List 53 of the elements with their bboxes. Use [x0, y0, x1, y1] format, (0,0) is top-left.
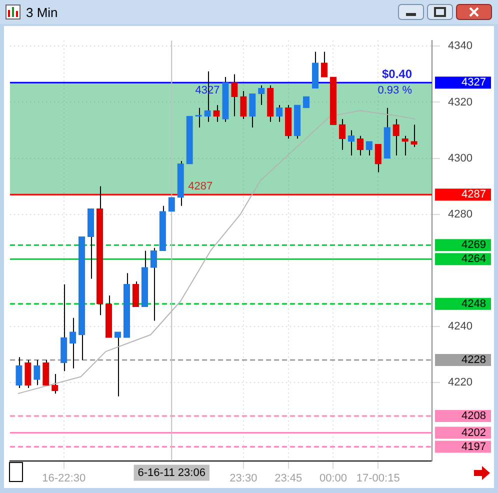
y-tick-label: 4240 [448, 320, 472, 332]
y-tick-label: 4300 [448, 152, 472, 164]
annotation: 4287 [188, 180, 213, 193]
candlestick [276, 104, 283, 122]
ref-line-label: 4208 [462, 410, 486, 422]
candlestick [231, 74, 238, 117]
ref-line-label: 4248 [462, 298, 486, 310]
candlestick [402, 135, 408, 156]
candlestick [70, 317, 76, 369]
ref-line-label: 4287 [462, 188, 486, 201]
candlestick [132, 281, 140, 308]
ref-line-label: 4228 [462, 354, 486, 366]
candlestick [150, 247, 157, 322]
y-tick-label: 4220 [448, 376, 472, 388]
candlestick [213, 104, 220, 122]
y-tick-label: 4320 [448, 96, 472, 108]
candlestick [16, 356, 22, 388]
candlestick [348, 130, 355, 156]
ref-line-label: 4327 [462, 76, 486, 89]
x-tick-label: 00:00 [319, 472, 347, 484]
x-tick-label: 23:45 [274, 472, 302, 484]
annotation: 0.93 % [378, 84, 412, 97]
candlestick [302, 96, 310, 108]
ref-line-label: 4197 [462, 440, 486, 453]
candlestick [312, 51, 319, 89]
chart-title: 3 Min [26, 5, 58, 20]
candlestick [392, 118, 400, 156]
x-tick-label: 17-00:15 [356, 472, 400, 484]
candlestick [338, 118, 346, 150]
ref-line-label: 4264 [462, 253, 486, 266]
candlestick [34, 359, 40, 386]
ref-line-label: 6-16-11 23:06 [138, 466, 206, 479]
candlestick [240, 90, 247, 120]
candlestick [366, 140, 372, 156]
ref-line-label: 4269 [462, 239, 486, 252]
ref-line-label: 4202 [462, 426, 486, 439]
candlestick [42, 359, 50, 386]
candlestick [258, 84, 265, 106]
candlestick [60, 284, 68, 372]
candlestick [52, 373, 58, 394]
candlestick [168, 197, 175, 212]
x-tick-label: 16-22:30 [42, 472, 86, 484]
annotation: $0.40 [382, 66, 412, 81]
candlestick [410, 124, 418, 148]
candlestick [114, 331, 122, 397]
x-tick-label: 23:30 [230, 472, 258, 484]
candlestick [24, 359, 32, 388]
candlestick [320, 51, 328, 78]
y-tick-label: 4280 [448, 208, 472, 220]
candlestick [249, 93, 256, 128]
candlestick [374, 144, 382, 173]
y-tick-label: 4340 [448, 40, 472, 52]
candlestick [356, 135, 364, 156]
